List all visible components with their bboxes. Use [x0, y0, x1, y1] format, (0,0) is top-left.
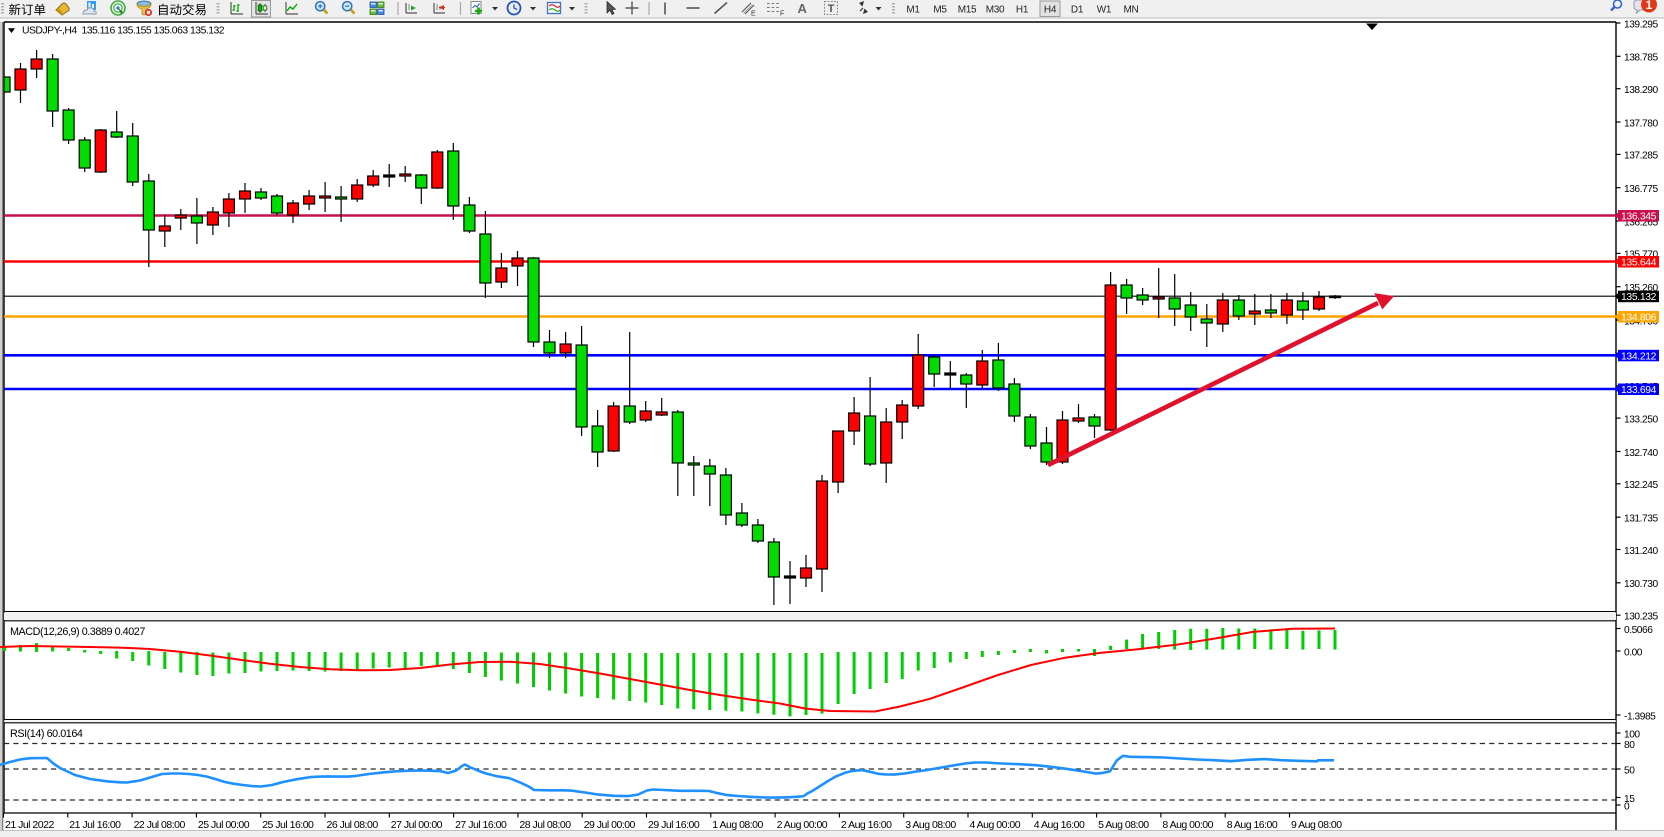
svg-text:135.132: 135.132 — [1621, 292, 1657, 303]
svg-text:134.212: 134.212 — [1621, 351, 1657, 362]
svg-text:138.290: 138.290 — [1624, 85, 1658, 96]
svg-text:0: 0 — [1624, 801, 1630, 812]
svg-text:1 Aug 08:00: 1 Aug 08:00 — [712, 819, 763, 831]
svg-text:RSI(14) 60.0164: RSI(14) 60.0164 — [10, 728, 83, 740]
svg-text:80: 80 — [1624, 740, 1635, 751]
svg-text:133.250: 133.250 — [1624, 414, 1658, 425]
svg-text:M5: M5 — [933, 4, 947, 15]
svg-text:0.00: 0.00 — [1624, 647, 1643, 658]
svg-text:H4: H4 — [1044, 4, 1057, 15]
svg-text:136.775: 136.775 — [1624, 184, 1658, 195]
svg-text:28 Jul 08:00: 28 Jul 08:00 — [519, 819, 571, 831]
svg-text:8 Aug 16:00: 8 Aug 16:00 — [1227, 819, 1278, 831]
svg-text:3 Aug 08:00: 3 Aug 08:00 — [905, 819, 956, 831]
svg-text:8 Aug 00:00: 8 Aug 00:00 — [1162, 819, 1213, 831]
svg-text:135.770: 135.770 — [1624, 250, 1658, 261]
svg-text:21 Jul 2022: 21 Jul 2022 — [5, 819, 54, 831]
svg-text:MACD(12,26,9) 0.3889 0.4027: MACD(12,26,9) 0.3889 0.4027 — [10, 626, 145, 638]
svg-text:2 Aug 00:00: 2 Aug 00:00 — [777, 819, 828, 831]
svg-text:H1: H1 — [1016, 4, 1029, 15]
svg-text:131.240: 131.240 — [1624, 546, 1658, 557]
svg-text:T: T — [828, 3, 835, 15]
svg-text:USDJPY-,H4 135.116 135.155 13: USDJPY-,H4 135.116 135.155 135.063 135.1… — [22, 26, 225, 37]
svg-text:29 Jul 16:00: 29 Jul 16:00 — [648, 819, 700, 831]
svg-text:-1.3985: -1.3985 — [1624, 711, 1656, 722]
svg-text:29 Jul 00:00: 29 Jul 00:00 — [584, 819, 636, 831]
svg-text:M15: M15 — [958, 4, 977, 15]
svg-text:136.345: 136.345 — [1621, 212, 1657, 223]
svg-text:15: 15 — [1624, 794, 1635, 805]
svg-text:133.694: 133.694 — [1621, 385, 1657, 396]
svg-text:M1: M1 — [906, 4, 920, 15]
svg-text:E: E — [751, 11, 756, 18]
svg-text:25 Jul 16:00: 25 Jul 16:00 — [262, 819, 314, 831]
svg-text:132.245: 132.245 — [1624, 480, 1658, 491]
svg-text:1: 1 — [1646, 0, 1653, 12]
svg-text:135.260: 135.260 — [1624, 283, 1658, 294]
svg-text:137.780: 137.780 — [1624, 118, 1658, 129]
svg-text:9 Aug 08:00: 9 Aug 08:00 — [1291, 819, 1342, 831]
svg-text:F: F — [780, 11, 784, 18]
svg-text:0.5066: 0.5066 — [1624, 625, 1653, 636]
svg-text:27 Jul 16:00: 27 Jul 16:00 — [455, 819, 507, 831]
svg-text:130.730: 130.730 — [1624, 579, 1658, 590]
svg-text:100: 100 — [1624, 729, 1640, 740]
svg-text:137.285: 137.285 — [1624, 151, 1658, 162]
svg-text:21 Jul 16:00: 21 Jul 16:00 — [69, 819, 121, 831]
svg-text:M30: M30 — [986, 4, 1005, 15]
svg-text:132.740: 132.740 — [1624, 448, 1658, 459]
svg-text:4 Aug 00:00: 4 Aug 00:00 — [970, 819, 1021, 831]
svg-text:27 Jul 00:00: 27 Jul 00:00 — [391, 819, 443, 831]
svg-text:A: A — [798, 1, 808, 16]
svg-text:134.806: 134.806 — [1621, 313, 1657, 324]
svg-text:138.785: 138.785 — [1624, 53, 1658, 64]
svg-text:130.235: 130.235 — [1624, 612, 1658, 623]
svg-text:MN: MN — [1124, 4, 1139, 15]
svg-text:4 Aug 16:00: 4 Aug 16:00 — [1034, 819, 1085, 831]
svg-text:5 Aug 08:00: 5 Aug 08:00 — [1098, 819, 1149, 831]
svg-text:D1: D1 — [1071, 4, 1084, 15]
svg-text:22 Jul 08:00: 22 Jul 08:00 — [134, 819, 186, 831]
svg-text:50: 50 — [1624, 765, 1635, 776]
svg-text:2 Aug 16:00: 2 Aug 16:00 — [841, 819, 892, 831]
svg-text:136.265: 136.265 — [1624, 217, 1658, 228]
svg-text:135.644: 135.644 — [1621, 258, 1657, 269]
svg-text:25 Jul 00:00: 25 Jul 00:00 — [198, 819, 250, 831]
svg-text:131.735: 131.735 — [1624, 514, 1658, 525]
svg-text:26 Jul 08:00: 26 Jul 08:00 — [327, 819, 379, 831]
svg-text:139.295: 139.295 — [1624, 19, 1658, 30]
svg-text:W1: W1 — [1097, 4, 1112, 15]
